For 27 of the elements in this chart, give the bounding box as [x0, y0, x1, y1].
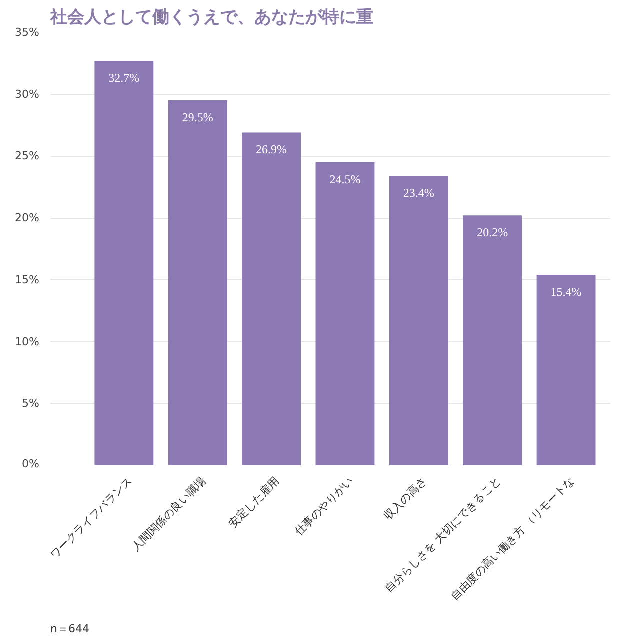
- y-tick-label: 5%: [22, 397, 40, 410]
- data-label: 29.5%: [182, 110, 214, 125]
- bar: [389, 176, 448, 466]
- y-tick-label: 15%: [15, 273, 40, 286]
- bar: [242, 132, 302, 466]
- bar: [463, 216, 522, 466]
- y-tick-label: 0%: [22, 458, 40, 470]
- bar: [536, 274, 596, 466]
- data-label: 23.4%: [403, 186, 434, 200]
- y-tick-label: 35%: [15, 26, 40, 39]
- data-label: 20.2%: [477, 226, 508, 240]
- x-tick-label: 収入の高さ: [381, 474, 430, 523]
- data-label: 26.9%: [256, 142, 288, 157]
- bar: [316, 162, 375, 466]
- data-label: 24.5%: [330, 172, 361, 186]
- chart-title: 社会人として働くうえで、あなたが特に重: [50, 8, 374, 28]
- x-tick-label: 仕事のやりがい: [292, 474, 356, 538]
- y-tick-label: 30%: [15, 88, 40, 101]
- y-tick-label: 20%: [15, 212, 40, 225]
- y-tick-label: 25%: [15, 150, 40, 163]
- y-tick-label: 10%: [15, 335, 40, 348]
- data-label: 32.7%: [108, 70, 140, 85]
- bar: [168, 100, 228, 466]
- bar: [94, 60, 154, 466]
- data-label: 15.4%: [550, 284, 582, 299]
- x-tick-label: 安定した雇用: [226, 474, 282, 530]
- text: n＝644: [50, 622, 90, 636]
